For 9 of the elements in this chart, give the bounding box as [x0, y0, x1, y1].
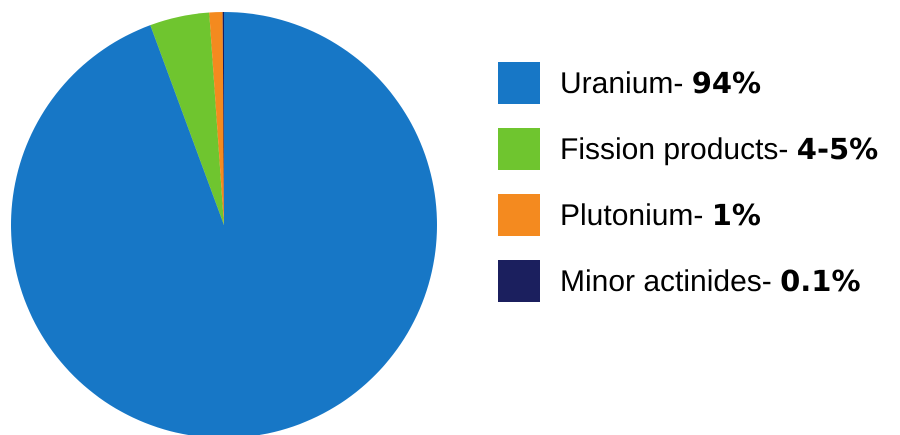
legend-label: Fission products- — [560, 132, 788, 166]
data-label: 94% — [692, 66, 762, 100]
data-label: 0.1% — [780, 264, 861, 298]
pie-slice — [150, 12, 224, 225]
legend-label: Uranium- — [560, 66, 684, 100]
legend-label: Minor actinides- — [560, 264, 772, 298]
legend-label: Plutonium- — [560, 198, 704, 232]
data-label: 4-5% — [796, 132, 878, 166]
data-label: 1% — [712, 198, 761, 232]
